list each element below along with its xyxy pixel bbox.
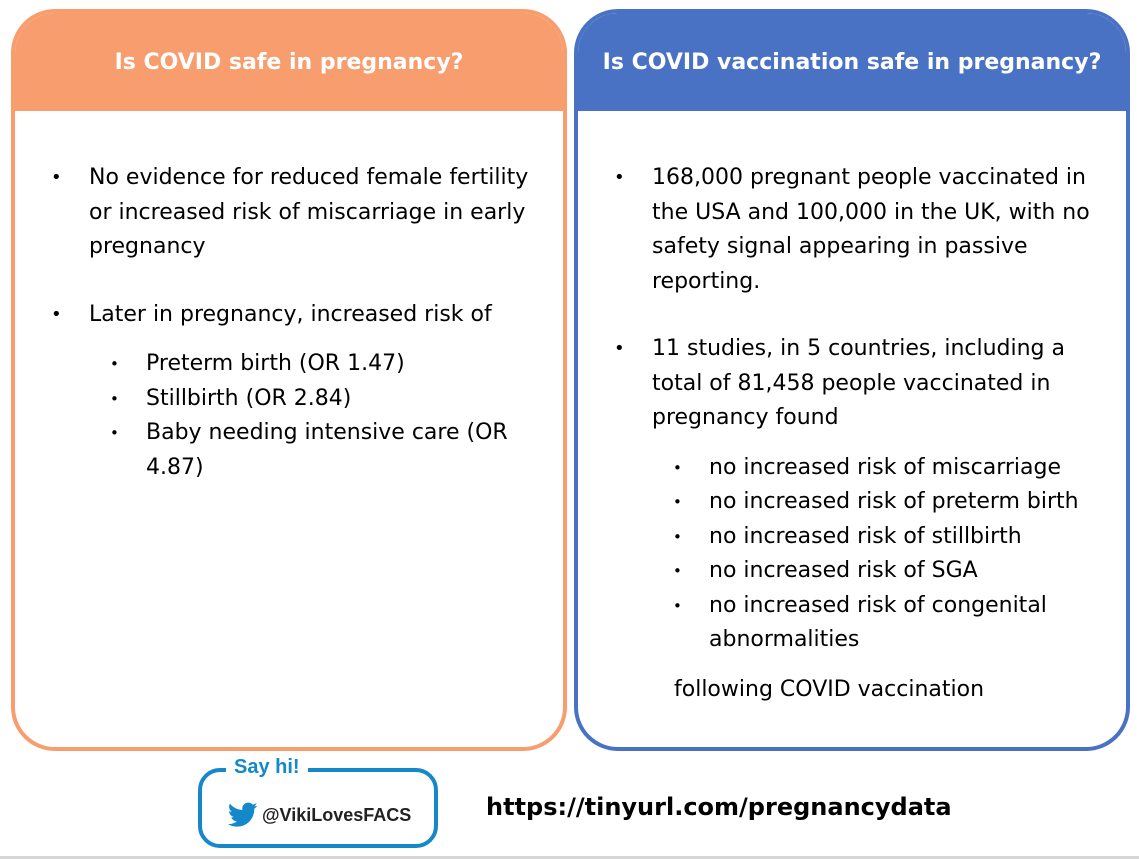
right-sub-bullet-list: no increased risk of miscarriage no incr… bbox=[652, 451, 1096, 658]
list-item: no increased risk of preterm birth bbox=[668, 485, 1096, 520]
covid-pregnancy-panel: Is COVID safe in pregnancy? No evidence … bbox=[11, 9, 567, 751]
list-item: Stillbirth (OR 2.84) bbox=[105, 382, 533, 417]
right-panel-footer: following COVID vaccination bbox=[674, 676, 985, 702]
list-item: Later in pregnancy, increased risk of Pr… bbox=[47, 298, 533, 486]
right-panel-body: 168,000 pregnant people vaccinated in th… bbox=[578, 111, 1126, 707]
list-item: Baby needing intensive care (OR 4.87) bbox=[105, 416, 533, 485]
twitter-bird-icon bbox=[228, 802, 258, 827]
right-bullet-list: 168,000 pregnant people vaccinated in th… bbox=[610, 161, 1096, 658]
list-item: no increased risk of stillbirth bbox=[668, 520, 1096, 555]
source-url-link[interactable]: https://tinyurl.com/pregnancydata bbox=[486, 793, 952, 821]
left-bullet-list: No evidence for reduced female fertility… bbox=[47, 161, 533, 485]
list-item: no increased risk of SGA bbox=[668, 554, 1096, 589]
social-callout: Say hi! @VikiLovesFACS bbox=[198, 756, 438, 848]
list-item: 11 studies, in 5 countries, including a … bbox=[610, 332, 1096, 658]
list-item: Preterm birth (OR 1.47) bbox=[105, 347, 533, 382]
right-panel-title: Is COVID vaccination safe in pregnancy? bbox=[578, 13, 1126, 111]
twitter-handle[interactable]: @VikiLovesFACS bbox=[262, 804, 412, 825]
list-item: no increased risk of congenital abnormal… bbox=[668, 589, 1096, 658]
left-panel-body: No evidence for reduced female fertility… bbox=[15, 111, 563, 485]
list-item: 168,000 pregnant people vaccinated in th… bbox=[610, 161, 1096, 299]
left-panel-title: Is COVID safe in pregnancy? bbox=[15, 13, 563, 111]
vaccination-pregnancy-panel: Is COVID vaccination safe in pregnancy? … bbox=[574, 9, 1130, 751]
twitter-handle-row[interactable]: @VikiLovesFACS bbox=[228, 802, 411, 828]
bottom-divider bbox=[0, 856, 1139, 859]
list-item: no increased risk of miscarriage bbox=[668, 451, 1096, 486]
say-hi-label: Say hi! bbox=[226, 756, 308, 779]
left-sub-bullet-list: Preterm birth (OR 1.47) Stillbirth (OR 2… bbox=[89, 347, 533, 485]
list-item: No evidence for reduced female fertility… bbox=[47, 161, 533, 265]
